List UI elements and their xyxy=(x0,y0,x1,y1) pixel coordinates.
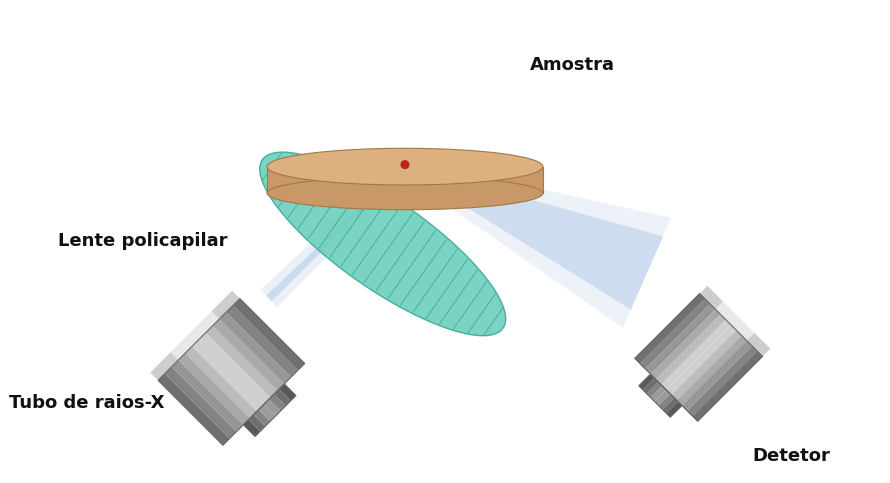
Polygon shape xyxy=(248,414,265,431)
Polygon shape xyxy=(172,360,243,432)
Ellipse shape xyxy=(267,148,543,185)
Polygon shape xyxy=(185,346,257,418)
Text: Lente policapilar: Lente policapilar xyxy=(58,232,227,251)
Polygon shape xyxy=(266,166,406,301)
Polygon shape xyxy=(260,152,506,336)
Polygon shape xyxy=(179,353,250,425)
Polygon shape xyxy=(661,320,731,390)
Text: Amostra: Amostra xyxy=(530,56,615,74)
Polygon shape xyxy=(731,317,755,341)
Polygon shape xyxy=(206,326,278,398)
Polygon shape xyxy=(645,304,716,374)
Polygon shape xyxy=(401,159,671,328)
Polygon shape xyxy=(243,420,260,437)
Polygon shape xyxy=(656,314,726,384)
Polygon shape xyxy=(667,325,736,395)
Polygon shape xyxy=(220,312,291,384)
Polygon shape xyxy=(192,340,263,411)
Polygon shape xyxy=(651,386,667,401)
Polygon shape xyxy=(716,301,739,325)
Polygon shape xyxy=(671,330,741,400)
Polygon shape xyxy=(687,346,757,416)
Polygon shape xyxy=(254,410,271,426)
Polygon shape xyxy=(682,341,752,411)
Polygon shape xyxy=(274,389,291,406)
Polygon shape xyxy=(267,167,543,193)
Ellipse shape xyxy=(267,177,543,210)
Polygon shape xyxy=(263,399,280,416)
Polygon shape xyxy=(640,299,710,369)
Polygon shape xyxy=(692,351,763,421)
Text: Detetor: Detetor xyxy=(752,447,829,466)
Polygon shape xyxy=(651,309,721,379)
Polygon shape xyxy=(747,333,771,356)
Polygon shape xyxy=(647,382,662,398)
Polygon shape xyxy=(659,394,674,410)
Polygon shape xyxy=(269,394,286,411)
Polygon shape xyxy=(639,374,654,390)
Polygon shape xyxy=(643,378,659,394)
Polygon shape xyxy=(667,402,682,417)
Circle shape xyxy=(400,160,409,169)
Polygon shape xyxy=(279,384,296,401)
Polygon shape xyxy=(700,286,724,309)
Polygon shape xyxy=(191,311,220,340)
Polygon shape xyxy=(233,298,304,370)
Polygon shape xyxy=(150,352,179,381)
Polygon shape xyxy=(259,404,276,421)
Polygon shape xyxy=(226,305,298,377)
Polygon shape xyxy=(261,161,410,307)
Polygon shape xyxy=(199,333,271,404)
Polygon shape xyxy=(676,336,747,406)
Polygon shape xyxy=(404,165,663,310)
Polygon shape xyxy=(654,390,670,406)
Polygon shape xyxy=(171,332,199,360)
Polygon shape xyxy=(635,294,705,364)
Polygon shape xyxy=(165,367,237,439)
Polygon shape xyxy=(212,291,240,319)
Polygon shape xyxy=(158,373,230,445)
Polygon shape xyxy=(213,319,284,391)
Text: Tubo de raios-X: Tubo de raios-X xyxy=(9,394,165,412)
Polygon shape xyxy=(662,398,678,413)
